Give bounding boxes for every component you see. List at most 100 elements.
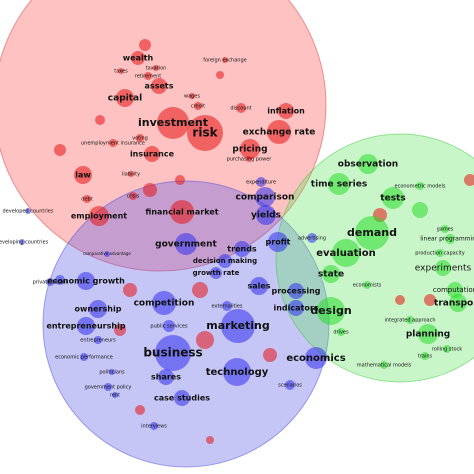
node — [337, 328, 345, 336]
node — [144, 72, 152, 80]
term-label: marketing — [206, 319, 270, 332]
node — [104, 251, 110, 257]
node — [136, 134, 144, 142]
node — [131, 51, 145, 65]
node — [143, 183, 157, 197]
node — [206, 436, 214, 444]
term-label: discount — [230, 106, 251, 112]
node — [268, 232, 288, 252]
term-label: exchange rate — [243, 128, 316, 138]
term-label: taxes — [114, 69, 128, 75]
term-label: shares — [151, 373, 181, 382]
term-label: yields — [251, 211, 281, 221]
node — [332, 239, 360, 267]
term-label: politicians — [99, 370, 125, 376]
term-label: demand — [347, 226, 397, 239]
term-label: entrepreneurship — [46, 322, 125, 331]
node — [328, 173, 350, 195]
node — [255, 187, 275, 207]
node — [150, 422, 158, 430]
node — [288, 283, 304, 299]
term-label: comparison — [236, 193, 295, 203]
term-label: games — [437, 227, 454, 233]
term-label: advertising — [298, 236, 326, 242]
nodes — [19, 39, 474, 444]
node — [256, 205, 276, 225]
node — [89, 300, 107, 318]
node — [447, 282, 463, 298]
node — [55, 275, 65, 285]
term-label: mathematical models — [357, 363, 412, 369]
term-label: observation — [338, 160, 398, 170]
term-label: public services — [150, 324, 188, 330]
node — [285, 380, 295, 390]
term-label: economic growth — [47, 277, 125, 286]
node — [380, 361, 388, 369]
node — [418, 324, 438, 344]
term-label: developing countries — [0, 240, 49, 246]
node — [153, 65, 159, 71]
node — [83, 195, 91, 203]
term-label: credit — [191, 104, 205, 110]
node — [221, 309, 255, 343]
node — [158, 369, 174, 385]
cluster-area — [0, 0, 327, 272]
node — [114, 324, 126, 336]
node — [445, 234, 455, 244]
term-label: drives — [333, 330, 349, 336]
node — [80, 353, 88, 361]
node — [435, 260, 451, 276]
term-label: private sector — [33, 280, 69, 286]
term-label: business — [143, 346, 202, 360]
term-label: trains — [418, 354, 433, 360]
node — [77, 317, 95, 335]
node — [94, 336, 102, 344]
node — [116, 89, 134, 107]
node — [210, 267, 222, 279]
node — [421, 352, 429, 360]
term-label: financial market — [145, 208, 218, 217]
term-label: wealth — [123, 54, 154, 63]
term-label: voting — [132, 136, 148, 142]
node — [54, 144, 66, 156]
node — [157, 107, 189, 139]
node — [129, 192, 137, 200]
term-label: design — [310, 304, 351, 317]
node — [449, 294, 467, 312]
node — [25, 208, 31, 214]
term-label: decision making — [193, 257, 257, 265]
node — [263, 348, 277, 362]
node — [256, 177, 266, 187]
node — [109, 369, 115, 375]
node — [216, 71, 224, 79]
node — [416, 182, 424, 190]
node — [118, 68, 124, 74]
term-label: insurance — [130, 150, 175, 159]
term-label: integrated approach — [384, 318, 435, 324]
term-label: liability — [122, 172, 140, 178]
term-label: processing — [271, 287, 320, 296]
term-label: experiments — [415, 264, 472, 274]
node — [170, 200, 194, 224]
node — [267, 120, 291, 144]
node — [89, 206, 109, 226]
term-label: economics — [286, 353, 345, 364]
term-label: computation — [433, 286, 474, 294]
node — [222, 57, 228, 63]
term-label: tests — [380, 194, 405, 204]
term-label: state — [318, 270, 344, 280]
term-label: assets — [145, 82, 174, 91]
term-label: law — [75, 171, 91, 180]
term-label: retirement — [135, 74, 162, 80]
node — [104, 383, 112, 391]
term-label: externalities — [212, 304, 243, 310]
node — [77, 272, 95, 290]
term-label: purchasing power — [227, 157, 273, 163]
term-label: capital — [108, 94, 142, 104]
node — [223, 358, 251, 386]
node — [155, 335, 191, 371]
term-label: entrepreneurs — [80, 338, 116, 344]
term-label: taxation — [146, 66, 167, 72]
term-label: debt — [81, 197, 92, 203]
